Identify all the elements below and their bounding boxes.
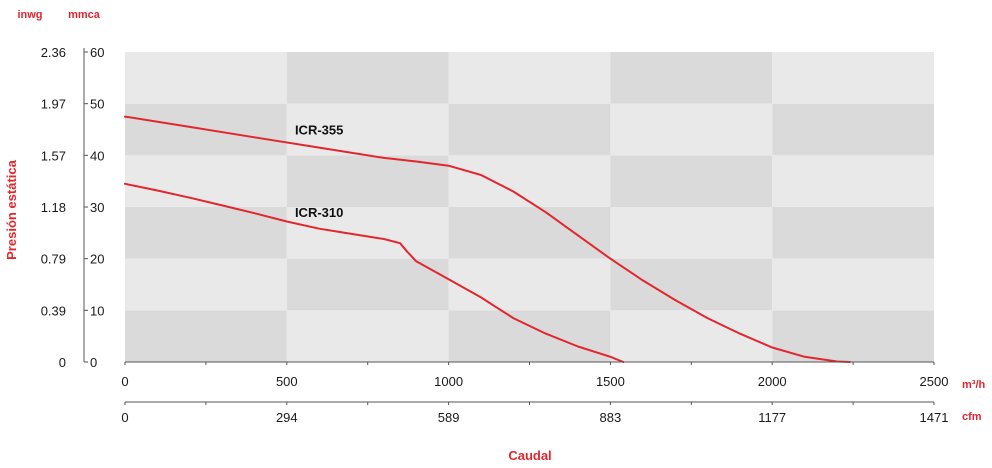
x2-tick-label: 294: [276, 410, 298, 425]
y-tick-label: 0: [90, 355, 97, 370]
x2-tick-label: 1471: [920, 410, 949, 425]
background-band: [772, 310, 934, 362]
y2-tick-label: 2.36: [41, 45, 66, 60]
x-secondary-unit: cfm: [962, 411, 982, 423]
y-tick-label: 20: [90, 252, 104, 267]
x-tick-label: 500: [276, 374, 298, 389]
x-primary-unit: m³/h: [962, 379, 986, 391]
background-band: [448, 155, 611, 207]
background-bands: [125, 52, 934, 362]
background-band: [772, 103, 934, 156]
background-band: [610, 103, 773, 156]
right-axis-unit: mmca: [68, 9, 101, 21]
y-axis-title: Presión estática: [4, 159, 19, 259]
background-band: [448, 258, 611, 311]
x-tick-label: 2000: [758, 374, 787, 389]
x-axis-title: Caudal: [508, 448, 551, 463]
x-tick-label: 2500: [920, 374, 949, 389]
y-tick-label: 50: [90, 97, 104, 112]
x-axis: 0 0 500 294 1000 589 1500 883 2000 1177 2500 1471: [121, 361, 949, 425]
series-line-icr-310: [124, 182, 625, 363]
y-axis: 0 0 10 0.39 20 0.79 30 1.18 40 1.57 50 1.97 60 2.36: [41, 45, 105, 370]
y2-tick-label: 0.79: [41, 252, 66, 267]
x2-tick-label: 0: [121, 410, 128, 425]
left-axis-unit: inwg: [17, 9, 42, 21]
background-band: [772, 52, 934, 104]
background-band: [125, 310, 287, 362]
x-tick-label: 1000: [434, 374, 463, 389]
background-band: [448, 103, 611, 156]
background-band: [125, 258, 287, 311]
background-band: [125, 155, 287, 207]
background-band: [610, 52, 773, 104]
background-band: [286, 155, 449, 207]
background-band: [448, 310, 611, 362]
y2-tick-label: 1.57: [41, 148, 66, 163]
x-tick-label: 1500: [596, 374, 625, 389]
y2-tick-label: 1.18: [41, 200, 66, 215]
series-labels: ICR-355 ICR-310: [295, 123, 343, 221]
background-band: [286, 52, 449, 104]
background-band: [772, 207, 934, 259]
background-band: [610, 155, 773, 207]
series-line-icr-355: [124, 115, 851, 363]
x2-tick-label: 883: [600, 410, 622, 425]
background-band: [286, 207, 449, 259]
series-label: ICR-310: [295, 205, 343, 220]
background-band: [286, 258, 449, 311]
y2-tick-label: 0: [59, 355, 66, 370]
background-band: [448, 52, 611, 104]
y-tick-label: 30: [90, 200, 104, 215]
background-band: [125, 52, 287, 104]
y2-tick-label: 0.39: [41, 303, 66, 318]
background-band: [610, 258, 773, 311]
x-tick-label: 0: [121, 374, 128, 389]
y-tick-label: 40: [90, 148, 104, 163]
background-band: [772, 258, 934, 311]
y2-tick-label: 1.97: [41, 97, 66, 112]
x2-tick-label: 589: [438, 410, 460, 425]
y-tick-label: 10: [90, 303, 104, 318]
series-label: ICR-355: [295, 123, 343, 138]
background-band: [772, 155, 934, 207]
y-tick-label: 60: [90, 45, 104, 60]
background-band: [610, 207, 773, 259]
background-band: [448, 207, 611, 259]
background-band: [286, 310, 449, 362]
x2-tick-label: 1177: [758, 410, 786, 425]
curves-layer: [124, 115, 851, 363]
